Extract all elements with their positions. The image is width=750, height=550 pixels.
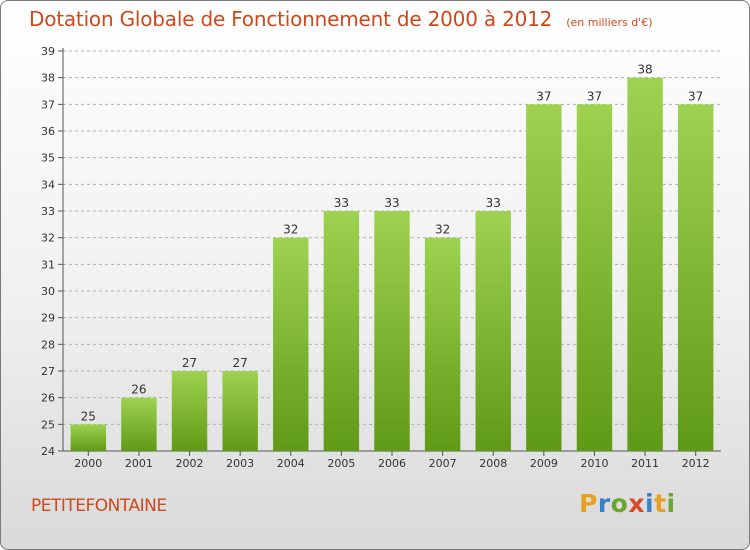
y-tick-label-25: 25 [41,418,55,431]
proxiti-logo-icon: Proxiti [579,489,676,518]
bar-2010 [576,104,613,451]
value-label-2003: 27 [233,356,248,370]
bars [70,77,714,452]
value-label-2008: 33 [486,196,501,210]
y-tick-label-24: 24 [41,445,55,458]
x-tick-label-2012: 2012 [682,457,710,470]
chart-title: Dotation Globale de Fonctionnement de 20… [29,7,652,31]
y-tick-label-38: 38 [41,72,55,85]
x-tick-label-2002: 2002 [176,457,204,470]
x-tick-label-2008: 2008 [479,457,507,470]
logo-letter: P [579,489,598,518]
logo-letter: i [666,489,676,518]
bar-2009 [526,104,562,451]
y-tick-label-30: 30 [41,285,55,298]
x-tick-label-2011: 2011 [631,457,659,470]
x-tick-label-2004: 2004 [277,457,305,470]
y-tick-label-27: 27 [41,365,55,378]
x-tick-label-2010: 2010 [580,457,608,470]
y-tick-label-36: 36 [41,125,55,138]
bar-2005 [323,211,360,451]
bar-2001 [121,397,157,451]
x-tick-label-2000: 2000 [74,457,102,470]
bar-2006 [374,211,410,451]
value-label-2011: 38 [637,63,652,77]
x-tick-label-2001: 2001 [125,457,153,470]
y-tick-label-39: 39 [41,45,55,58]
chart-subtitle: (en milliers d'€) [566,16,653,29]
y-tick-label-37: 37 [41,98,55,111]
labels: 24 25 26 27 28 29 30 31 32 33 34 35 36 37 38 39 25 2000 26… [41,45,710,470]
value-label-2001: 26 [131,383,146,397]
x-tick-label-2003: 2003 [226,457,254,470]
value-label-2010: 37 [587,89,602,103]
y-tick-label-26: 26 [41,392,55,405]
x-tick-label-2005: 2005 [327,457,355,470]
chart-title-text: Dotation Globale de Fonctionnement de 20… [29,7,553,31]
bar-2004 [273,237,309,451]
logo-letter: t [654,489,667,518]
y-tick-label-29: 29 [41,312,55,325]
value-label-2002: 27 [182,356,197,370]
logo-letter: r [597,489,611,518]
bar-2007 [424,237,461,451]
y-tick-label-32: 32 [41,232,55,245]
bar-2000 [70,424,107,451]
commune-name: PETITEFONTAINE [31,496,167,516]
x-tick-label-2007: 2007 [429,457,457,470]
bar-2012 [677,104,714,451]
y-tick-label-34: 34 [41,178,55,191]
logo-letter: o [610,489,629,518]
logo-letter: x [628,489,645,518]
value-label-2012: 37 [688,89,703,103]
x-tick-label-2009: 2009 [530,457,558,470]
bar-2003 [222,371,258,451]
value-label-2009: 37 [536,89,551,103]
bar-2008 [475,211,511,451]
value-label-2004: 32 [283,223,298,237]
value-label-2005: 33 [334,196,349,210]
y-tick-label-35: 35 [41,152,55,165]
logo-letter: i [645,489,655,518]
x-tick-label-2006: 2006 [378,457,406,470]
y-tick-label-31: 31 [41,258,55,271]
y-tick-label-33: 33 [41,205,55,218]
value-label-2007: 32 [435,223,450,237]
bar-2011 [627,77,663,452]
value-label-2006: 33 [384,196,399,210]
value-label-2000: 25 [81,409,96,423]
y-tick-label-28: 28 [41,338,55,351]
bar-2002 [171,371,208,451]
